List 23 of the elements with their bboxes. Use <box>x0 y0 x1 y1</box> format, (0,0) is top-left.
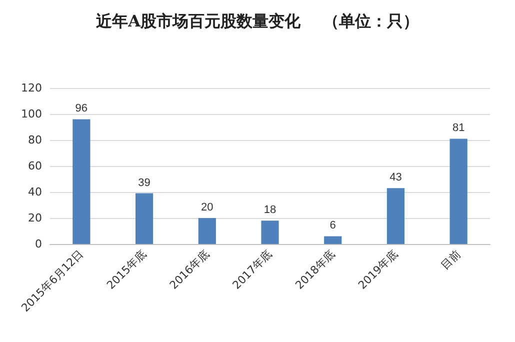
bar <box>450 138 468 244</box>
y-tick-label: 80 <box>28 134 42 146</box>
data-label: 39 <box>138 176 150 189</box>
data-label: 81 <box>452 122 465 134</box>
y-tick-label: 60 <box>28 160 42 172</box>
x-tick-label: 目前 <box>438 247 464 272</box>
bar <box>324 236 342 244</box>
data-label: 18 <box>264 204 276 216</box>
data-label: 6 <box>330 220 336 232</box>
y-tick-label: 120 <box>21 82 42 94</box>
bar <box>135 193 154 244</box>
bar <box>72 119 90 244</box>
chart-title: 近年A股市场百元股数量变化 （单位：只） <box>95 12 419 30</box>
data-label: 96 <box>75 102 88 115</box>
bar <box>198 218 216 244</box>
bar <box>261 220 279 244</box>
y-tick-label: 100 <box>21 108 42 120</box>
bar <box>386 188 405 244</box>
y-tick-label: 40 <box>28 186 42 198</box>
y-tick-label: 20 <box>28 212 42 224</box>
y-tick-label: 0 <box>35 238 42 250</box>
data-label: 20 <box>201 202 214 214</box>
data-label: 43 <box>390 172 402 184</box>
